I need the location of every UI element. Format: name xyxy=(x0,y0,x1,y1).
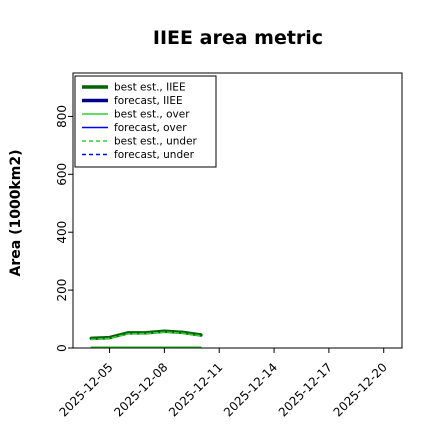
x-axis-ticks: 2025-12-052025-12-082025-12-112025-12-14… xyxy=(56,348,390,419)
legend-label: forecast, over xyxy=(114,122,187,134)
plot-frame xyxy=(72,72,403,349)
legend-label: forecast, under xyxy=(114,149,195,161)
y-tick-label: 200 xyxy=(55,279,69,302)
legend-label: best est., under xyxy=(114,136,198,148)
x-tick-label: 2025-12-20 xyxy=(331,360,390,419)
legend-entry: best est., IIEE xyxy=(82,82,186,94)
y-tick-label: 400 xyxy=(55,221,69,244)
legend-entry: forecast, under xyxy=(82,149,195,161)
x-tick-label: 2025-12-14 xyxy=(221,360,280,419)
legend-entry: forecast, IIEE xyxy=(82,95,183,107)
legend-box xyxy=(74,75,217,168)
legend-label: forecast, IIEE xyxy=(114,95,183,107)
x-tick-label: 2025-12-08 xyxy=(111,360,170,419)
series-best-est-under-line xyxy=(90,331,202,341)
x-tick-label: 2025-12-05 xyxy=(56,360,115,419)
legend-entry: best est., under xyxy=(82,136,198,148)
y-axis-label: Area (1000km2) xyxy=(8,150,24,277)
legend-label: best est., IIEE xyxy=(114,82,186,94)
series-best-est-iiee-line xyxy=(89,329,203,341)
chart-title: IIEE area metric xyxy=(153,27,323,49)
legend-entry: best est., over xyxy=(82,109,190,121)
x-tick-label: 2025-12-17 xyxy=(276,360,335,419)
y-tick-label: 600 xyxy=(55,163,69,186)
plot-area xyxy=(89,329,203,348)
y-tick-label: 0 xyxy=(55,344,69,352)
y-tick-label: 800 xyxy=(55,105,69,128)
legend-entry: forecast, over xyxy=(82,122,187,134)
x-tick-label: 2025-12-11 xyxy=(166,360,225,419)
legend-label: best est., over xyxy=(114,109,190,121)
y-axis-ticks: 0 200 400 600 800 xyxy=(55,105,73,352)
